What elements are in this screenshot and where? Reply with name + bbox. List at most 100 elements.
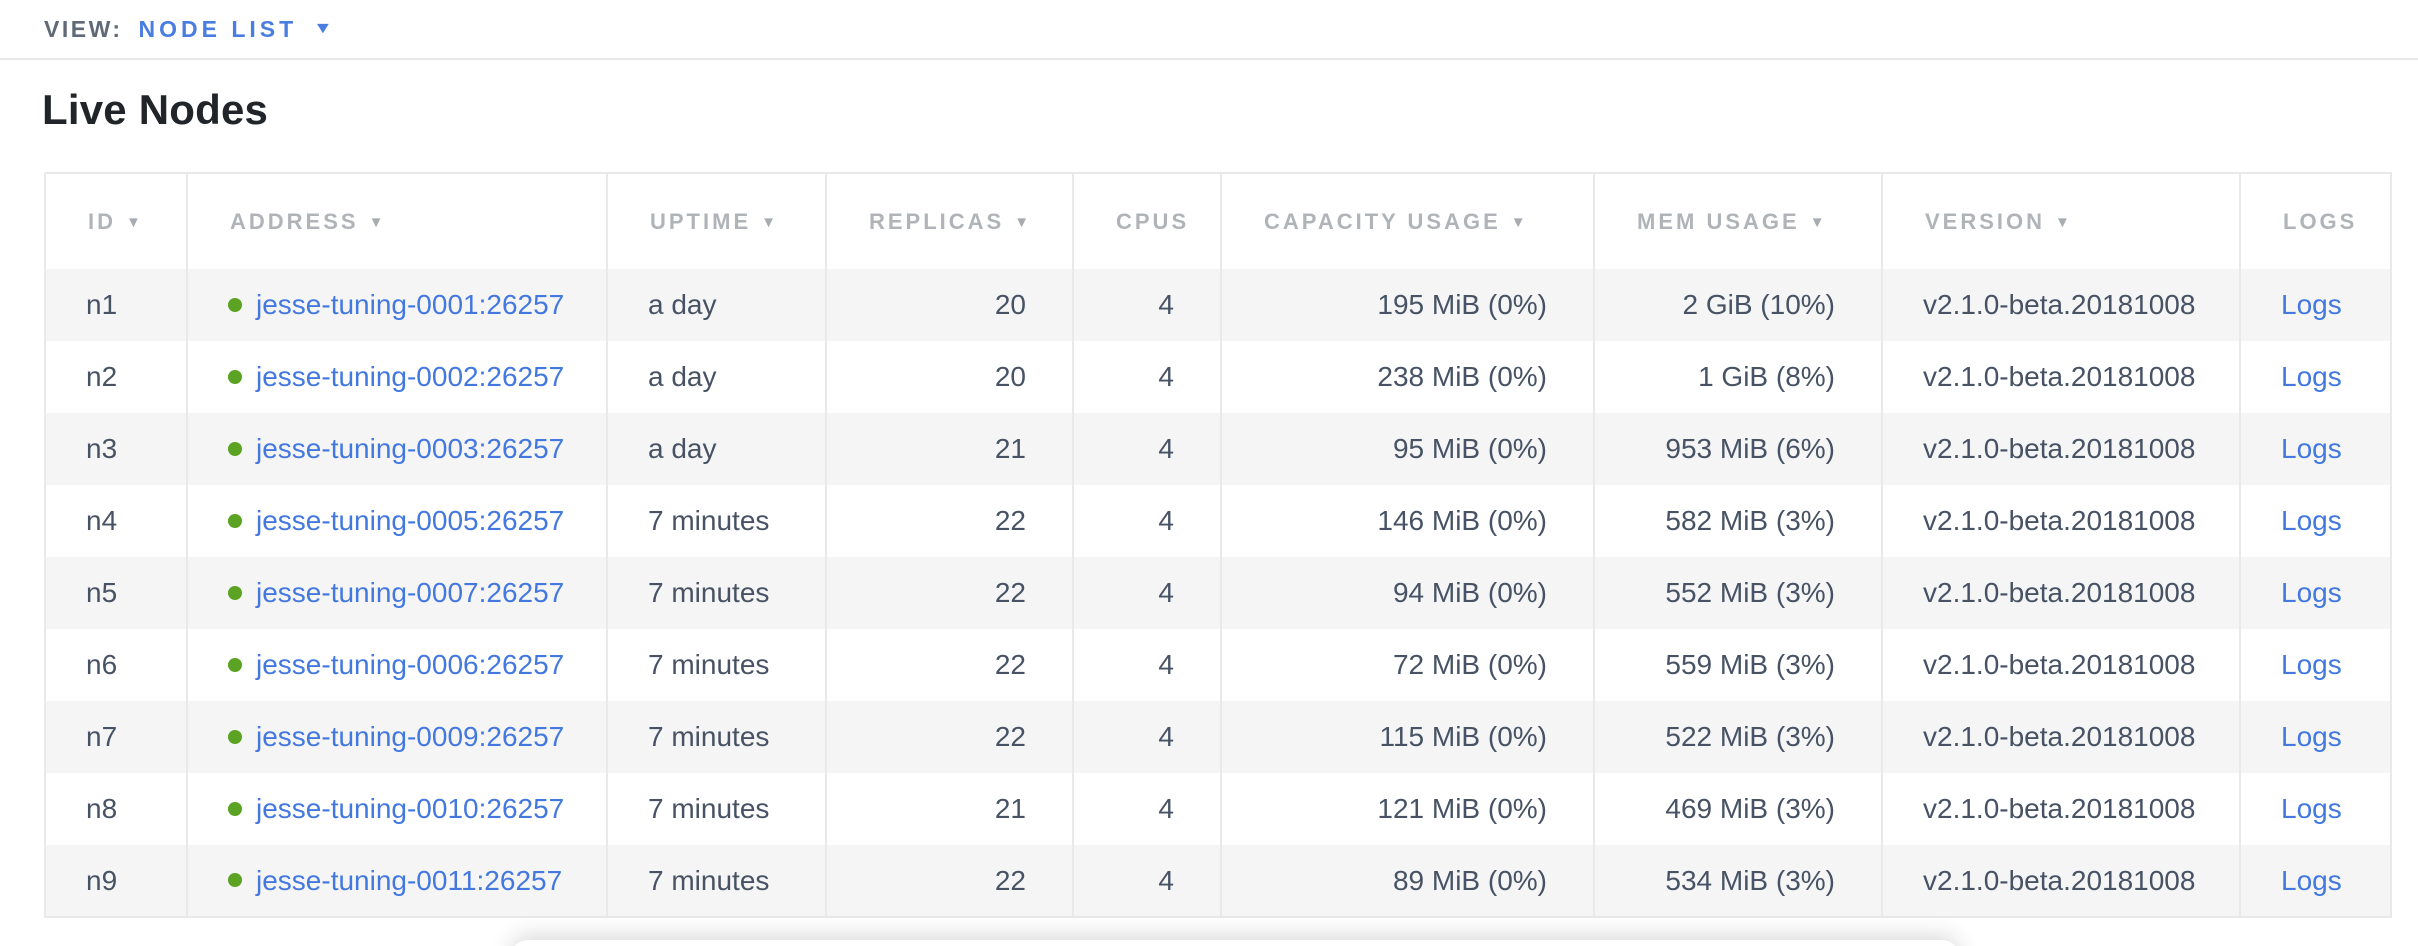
address-cell: jesse-tuning-0009:26257 (187, 701, 608, 773)
address-cell: jesse-tuning-0006:26257 (187, 629, 608, 701)
logs-link[interactable]: Logs (2281, 649, 2342, 680)
capacity-usage-cell: 146 MiB (0%) (1221, 485, 1595, 557)
column-header-capacity-usage[interactable]: CAPACITY USAGE ▼ (1221, 173, 1595, 269)
cpus-cell: 4 (1073, 773, 1222, 845)
table-row: n7 jesse-tuning-0009:26257 7 minutes 22 … (45, 701, 2391, 773)
node-address-link[interactable]: jesse-tuning-0001:26257 (256, 289, 565, 320)
column-header-id[interactable]: ID ▼ (45, 173, 188, 269)
cpus-cell: 4 (1073, 701, 1222, 773)
mem-usage-cell: 2 GiB (10%) (1594, 269, 1883, 341)
cpus-cell: 4 (1073, 269, 1222, 341)
live-status-icon (228, 441, 242, 456)
node-address-link[interactable]: jesse-tuning-0010:26257 (256, 793, 565, 824)
node-id-cell: n5 (45, 557, 188, 629)
table-row: n2 jesse-tuning-0002:26257 a day 20 4 23… (45, 341, 2391, 413)
capacity-usage-cell: 95 MiB (0%) (1221, 413, 1595, 485)
address-cell: jesse-tuning-0003:26257 (187, 413, 608, 485)
uptime-cell: a day (607, 413, 827, 485)
live-status-icon (228, 585, 242, 600)
node-address-link[interactable]: jesse-tuning-0002:26257 (256, 361, 565, 392)
table-row: n6 jesse-tuning-0006:26257 7 minutes 22 … (45, 629, 2391, 701)
live-status-icon (228, 297, 242, 312)
version-cell: v2.1.0-beta.20181008 (1882, 557, 2241, 629)
cpus-cell: 4 (1073, 557, 1222, 629)
mem-usage-cell: 552 MiB (3%) (1594, 557, 1883, 629)
replicas-cell: 22 (826, 845, 1074, 917)
node-address-link[interactable]: jesse-tuning-0009:26257 (256, 721, 565, 752)
sort-desc-icon: ▼ (126, 213, 144, 231)
node-id-cell: n2 (45, 341, 188, 413)
node-address-link[interactable]: jesse-tuning-0006:26257 (256, 649, 565, 680)
cpus-cell: 4 (1073, 485, 1222, 557)
table-row: n8 jesse-tuning-0010:26257 7 minutes 21 … (45, 773, 2391, 845)
node-address-link[interactable]: jesse-tuning-0003:26257 (256, 433, 565, 464)
table-row: n5 jesse-tuning-0007:26257 7 minutes 22 … (45, 557, 2391, 629)
address-cell: jesse-tuning-0005:26257 (187, 485, 608, 557)
logs-link[interactable]: Logs (2281, 577, 2342, 608)
logs-link[interactable]: Logs (2281, 433, 2342, 464)
table-row: n4 jesse-tuning-0005:26257 7 minutes 22 … (45, 485, 2391, 557)
uptime-cell: a day (607, 341, 827, 413)
replicas-cell: 20 (826, 341, 1074, 413)
uptime-cell: a day (607, 269, 827, 341)
column-header-replicas[interactable]: REPLICAS ▼ (826, 173, 1074, 269)
version-cell: v2.1.0-beta.20181008 (1882, 629, 2241, 701)
node-id-cell: n6 (45, 629, 188, 701)
column-header-address[interactable]: ADDRESS ▼ (187, 173, 608, 269)
replicas-cell: 22 (826, 485, 1074, 557)
replicas-cell: 22 (826, 557, 1074, 629)
sort-desc-icon: ▼ (368, 213, 387, 231)
logs-link[interactable]: Logs (2281, 864, 2342, 896)
mem-usage-cell: 522 MiB (3%) (1594, 701, 1883, 773)
live-nodes-table-container: ID ▼ ADDRESS ▼ UPTIME ▼ REPLICAS ▼ CPUS CAPA… (44, 172, 2418, 918)
node-id-cell: n3 (45, 413, 188, 485)
uptime-cell: 7 minutes (607, 773, 827, 845)
view-bar: VIEW: NODE LIST ▼ (0, 0, 2418, 60)
live-status-icon (228, 873, 242, 888)
capacity-usage-cell: 115 MiB (0%) (1221, 701, 1595, 773)
logs-link[interactable]: Logs (2281, 721, 2342, 752)
live-status-icon (228, 729, 242, 744)
page-title: Live Nodes (42, 86, 269, 133)
sort-desc-icon: ▼ (1510, 213, 1529, 231)
node-address-link[interactable]: jesse-tuning-0005:26257 (256, 505, 565, 536)
node-address-link[interactable]: jesse-tuning-0007:26257 (256, 577, 565, 608)
version-cell: v2.1.0-beta.20181008 (1882, 485, 2241, 557)
node-address-link[interactable]: jesse-tuning-0011:26257 (256, 864, 563, 896)
uptime-cell: 7 minutes (607, 701, 827, 773)
table-header-row: ID ▼ ADDRESS ▼ UPTIME ▼ REPLICAS ▼ CPUS CAPA… (45, 173, 2391, 269)
sort-desc-icon: ▼ (1014, 213, 1033, 231)
logs-link[interactable]: Logs (2281, 793, 2342, 824)
node-id-cell: n1 (45, 269, 188, 341)
column-header-mem-usage[interactable]: MEM USAGE ▼ (1594, 173, 1883, 269)
address-cell: jesse-tuning-0007:26257 (187, 557, 608, 629)
caret-down-icon: ▼ (313, 20, 334, 37)
column-header-version[interactable]: VERSION ▼ (1882, 173, 2241, 269)
address-cell: jesse-tuning-0010:26257 (187, 773, 608, 845)
node-id-cell: n7 (45, 701, 188, 773)
version-cell: v2.1.0-beta.20181008 (1882, 773, 2241, 845)
capacity-usage-cell: 89 MiB (0%) (1221, 845, 1595, 917)
mem-usage-cell: 534 MiB (3%) (1594, 845, 1883, 917)
cpus-cell: 4 (1073, 629, 1222, 701)
sort-desc-icon: ▼ (1809, 213, 1828, 231)
logs-link[interactable]: Logs (2281, 505, 2342, 536)
logs-cell: Logs (2240, 485, 2391, 557)
replicas-cell: 20 (826, 269, 1074, 341)
logs-link[interactable]: Logs (2281, 289, 2342, 320)
cpus-cell: 4 (1073, 341, 1222, 413)
view-label: VIEW: (44, 15, 123, 42)
column-header-uptime[interactable]: UPTIME ▼ (607, 173, 827, 269)
view-selector-dropdown[interactable]: NODE LIST ▼ (139, 16, 334, 43)
replicas-cell: 22 (826, 629, 1074, 701)
logs-link[interactable]: Logs (2281, 361, 2342, 392)
table-row: n3 jesse-tuning-0003:26257 a day 21 4 95… (45, 413, 2391, 485)
mem-usage-cell: 559 MiB (3%) (1594, 629, 1883, 701)
address-cell: jesse-tuning-0002:26257 (187, 341, 608, 413)
bottom-panel-shadow (510, 940, 1960, 946)
version-cell: v2.1.0-beta.20181008 (1882, 269, 2241, 341)
table-row: n9 jesse-tuning-0011:26257 7 minutes 22 … (45, 845, 2391, 917)
uptime-cell: 7 minutes (607, 629, 827, 701)
cpus-cell: 4 (1073, 413, 1222, 485)
version-cell: v2.1.0-beta.20181008 (1882, 341, 2241, 413)
